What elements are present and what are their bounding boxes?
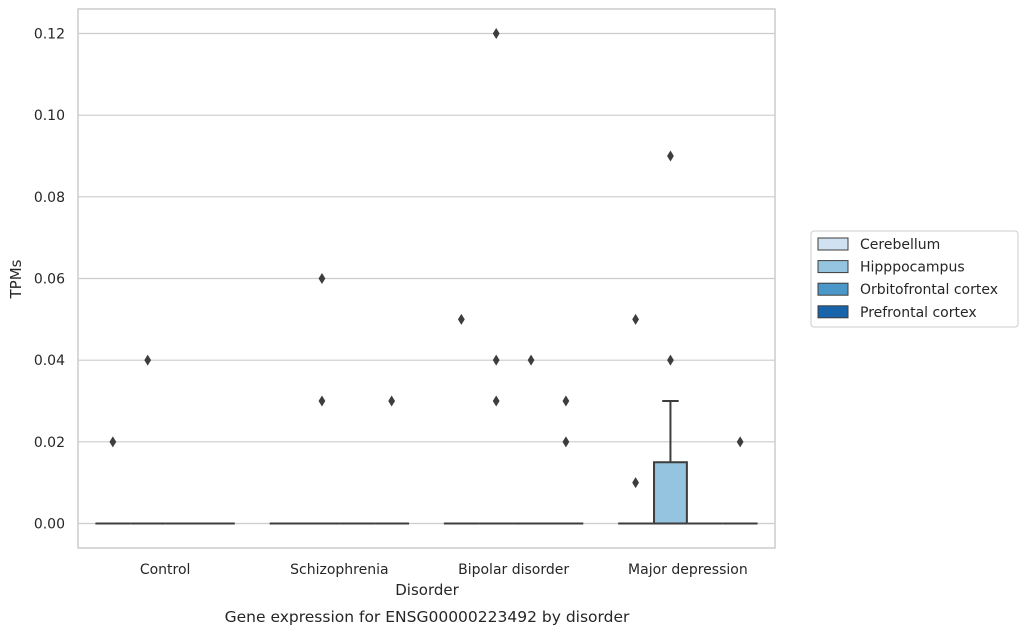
box-prefrontal-cortex <box>722 436 758 525</box>
outlier-point[interactable] <box>632 477 639 489</box>
outlier-point[interactable] <box>318 273 326 284</box>
legend-swatch <box>817 237 849 251</box>
outlier-point[interactable] <box>457 313 465 325</box>
outlier-point[interactable] <box>492 28 500 39</box>
y-tick-label: 0.02 <box>34 435 65 451</box>
box-cerebellum <box>618 313 654 525</box>
outlier-point[interactable] <box>736 436 744 448</box>
y-tick-label: 0.12 <box>34 27 65 43</box>
legend-swatch <box>817 305 849 319</box>
plot-frame <box>77 8 776 549</box>
box-groups <box>95 28 758 525</box>
box-hipppocampus <box>653 150 688 525</box>
box-prefrontal-cortex <box>548 395 584 525</box>
legend-swatch <box>817 260 849 274</box>
legend-label: Cerebellum <box>860 237 940 253</box>
outlier-point[interactable] <box>667 354 674 366</box>
y-tick-label: 0.00 <box>34 517 65 533</box>
box-hipppocampus <box>130 354 166 525</box>
x-tick-label: Schizophrenia <box>290 562 388 578</box>
outlier-point[interactable] <box>667 150 674 162</box>
outlier-point[interactable] <box>527 354 535 366</box>
legend-label: Prefrontal cortex <box>860 305 977 321</box>
outlier-point[interactable] <box>492 395 500 407</box>
legend-label: Orbitofrontal cortex <box>860 282 998 298</box>
chart-caption: Gene expression for ENSG00000223492 by d… <box>225 608 630 626</box>
x-tick-labels: Control Schizophrenia Bipolar disorder Majo… <box>140 562 748 578</box>
outlier-point[interactable] <box>562 395 570 407</box>
outlier-point[interactable] <box>632 313 639 325</box>
box-hipppocampus <box>478 28 514 525</box>
y-tick-label: 0.06 <box>34 272 65 288</box>
outlier-point[interactable] <box>144 354 152 366</box>
x-tick-label: Bipolar disorder <box>458 562 569 578</box>
x-axis-title: Disorder <box>395 581 459 599</box>
y-tick-label: 0.08 <box>34 190 65 206</box>
y-axis-title: TPMs <box>7 259 25 299</box>
x-tick-label: Major depression <box>628 562 748 578</box>
box-cerebellum <box>443 313 479 525</box>
legend-label: Hipppocampus <box>860 260 965 276</box>
box-cerebellum <box>95 436 131 525</box>
y-tick-label: 0.04 <box>34 353 65 369</box>
y-tick-labels: 0.00 0.02 0.04 0.06 0.08 0.10 0.12 <box>34 27 65 533</box>
box-hipppocampus <box>304 273 340 525</box>
box-orbitofrontal-cortex <box>513 354 549 525</box>
outlier-point[interactable] <box>562 436 570 448</box>
legend-box <box>810 230 1019 328</box>
outlier-point[interactable] <box>492 354 500 366</box>
outlier-point[interactable] <box>109 436 117 448</box>
y-tick-label: 0.10 <box>34 108 65 124</box>
box-body[interactable] <box>653 461 688 525</box>
x-tick-label: Control <box>140 562 191 578</box>
box-prefrontal-cortex <box>374 395 410 525</box>
legend[interactable]: Cerebellum Hipppocampus Orbitofrontal cort… <box>810 230 1019 328</box>
legend-swatch <box>817 282 849 296</box>
outlier-point[interactable] <box>388 395 396 407</box>
outlier-point[interactable] <box>318 395 326 407</box>
